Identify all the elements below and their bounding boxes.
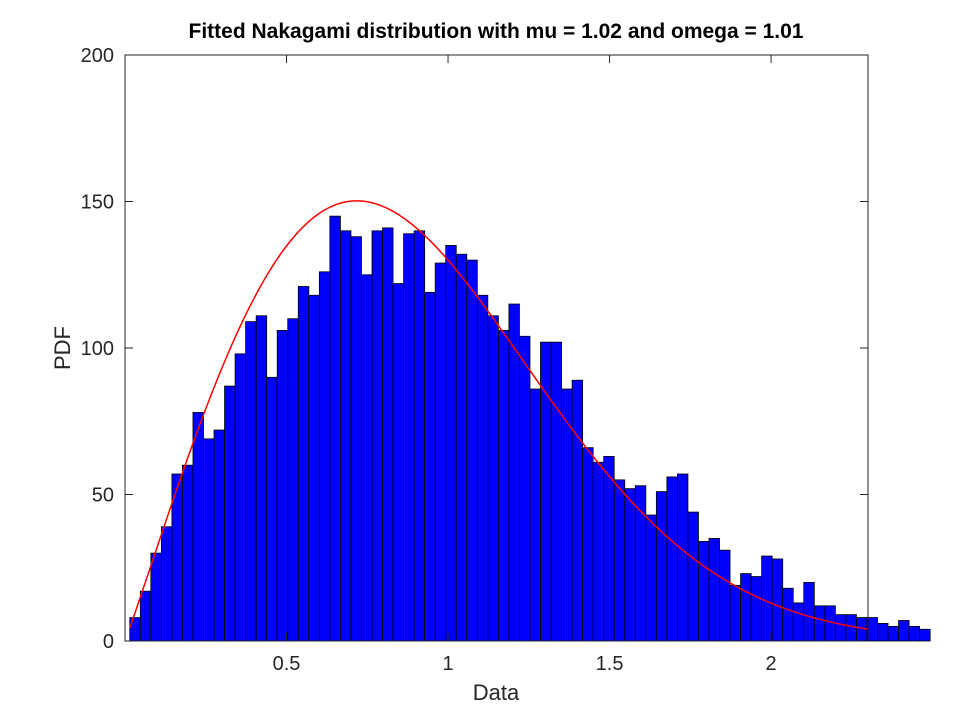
histogram-bar — [792, 602, 805, 642]
histogram-bar — [224, 385, 236, 642]
x-tick-label: 1.5 — [596, 653, 624, 675]
histogram-bar — [634, 485, 647, 642]
histogram-bar — [150, 552, 162, 642]
histogram-bar — [550, 341, 562, 642]
histogram-bar — [466, 259, 478, 642]
histogram-bar — [834, 614, 847, 642]
histogram-bar — [677, 473, 689, 642]
histogram-bar — [719, 549, 731, 642]
histogram-bar — [350, 236, 362, 642]
histogram-bar — [213, 429, 225, 642]
histogram-bar — [898, 620, 910, 642]
histogram-bar — [361, 274, 373, 642]
y-tick-label: 100 — [81, 338, 114, 360]
histogram-bar — [887, 625, 899, 642]
histogram-bar — [287, 318, 299, 642]
histogram-bar — [603, 456, 615, 642]
histogram-bar — [192, 412, 204, 642]
histogram-bar — [445, 245, 457, 642]
histogram-bar — [529, 388, 541, 642]
x-tick-label: 2 — [766, 653, 777, 675]
histogram-bar — [866, 617, 878, 642]
histogram-bar — [487, 315, 499, 642]
histogram-bar — [613, 479, 626, 642]
histogram-bar — [318, 271, 331, 642]
histogram-bar — [139, 590, 152, 642]
histogram-bar — [624, 488, 636, 642]
y-tick-label: 0 — [103, 631, 114, 653]
histogram-bar — [729, 584, 741, 642]
histogram-bar — [382, 227, 394, 642]
histogram-bar — [245, 321, 257, 642]
fit-curve — [129, 200, 869, 630]
histogram-bar — [424, 291, 436, 642]
histogram-bar — [129, 617, 141, 642]
y-axis-ticks: 0 50 100 150 200 — [81, 45, 868, 653]
histogram-bar — [266, 376, 278, 642]
histogram-bar — [771, 558, 784, 642]
histogram-bar — [297, 286, 310, 642]
histogram-bar — [761, 555, 773, 642]
histogram-bar — [740, 573, 752, 642]
histogram-bar — [455, 253, 468, 642]
histogram-bar — [371, 230, 383, 642]
histogram-bar — [708, 538, 720, 642]
histogram-bar — [845, 614, 857, 642]
histogram-bar — [308, 294, 320, 642]
histogram-bar — [276, 330, 289, 642]
histogram-bar — [655, 491, 668, 642]
histogram-bar — [497, 330, 510, 642]
histogram-bar — [571, 379, 584, 642]
histogram-bar — [687, 511, 699, 642]
histogram-bar — [329, 215, 341, 642]
histogram-bar — [592, 461, 605, 642]
histogram-bar — [255, 315, 268, 642]
histogram-bar — [908, 625, 921, 642]
histogram-bar — [203, 438, 215, 642]
histogram-bar — [666, 476, 678, 642]
histogram-bar — [782, 587, 794, 642]
histogram-bar — [645, 514, 657, 642]
chart-title: Fitted Nakagami distribution with mu = 1… — [189, 20, 804, 43]
histogram-bar — [519, 335, 531, 642]
histogram-bar — [508, 303, 520, 642]
histogram-bar — [160, 526, 173, 642]
y-axis-label: PDF — [50, 326, 75, 370]
x-axis-label: Data — [473, 680, 520, 705]
histogram-bar — [234, 353, 247, 642]
histogram-bar — [813, 605, 826, 642]
histogram-bar — [803, 582, 815, 642]
histogram-bar — [877, 623, 889, 642]
x-tick-label: 0.5 — [273, 653, 301, 675]
histogram-bar — [182, 464, 194, 642]
histogram-bar — [698, 540, 710, 642]
histogram-bar — [403, 233, 415, 642]
histogram-bars — [129, 215, 931, 642]
histogram-bar — [919, 628, 931, 642]
histogram-bar — [434, 262, 447, 642]
histogram-bar — [582, 447, 594, 642]
histogram-bar — [476, 294, 489, 642]
histogram-bar — [392, 283, 404, 642]
y-tick-label: 200 — [81, 45, 114, 67]
histogram-bar — [340, 230, 352, 642]
histogram-bar — [750, 576, 763, 642]
histogram-bar — [413, 230, 426, 642]
y-tick-label: 50 — [92, 485, 114, 507]
x-axis-ticks: 0.5 1 1.5 2 — [273, 55, 777, 675]
y-tick-label: 150 — [81, 192, 114, 214]
x-tick-label: 1 — [442, 653, 453, 675]
